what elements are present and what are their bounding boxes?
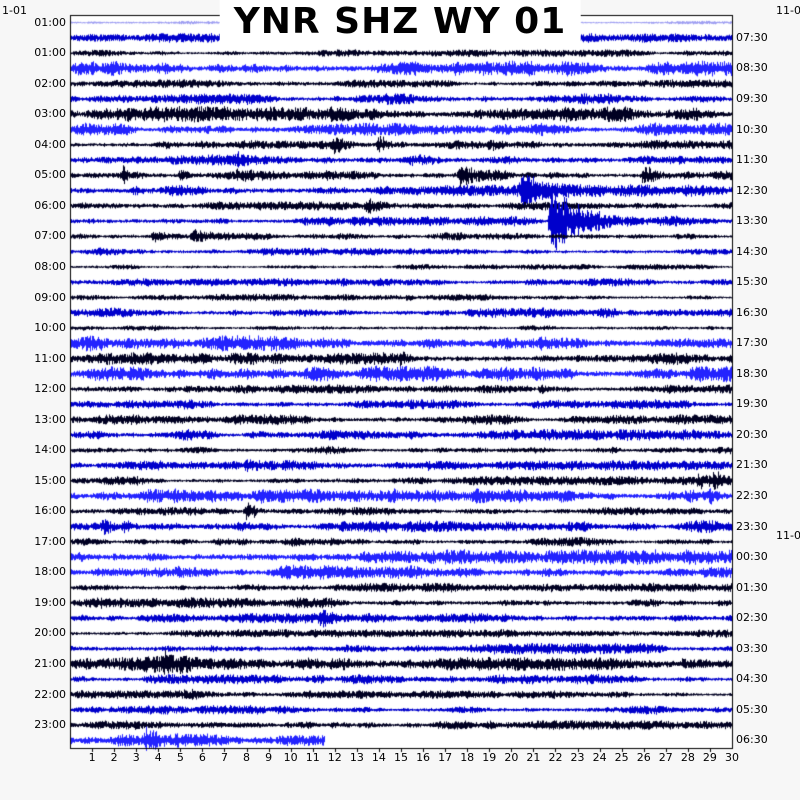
station-title: YNR SHZ WY 01 — [219, 0, 581, 45]
